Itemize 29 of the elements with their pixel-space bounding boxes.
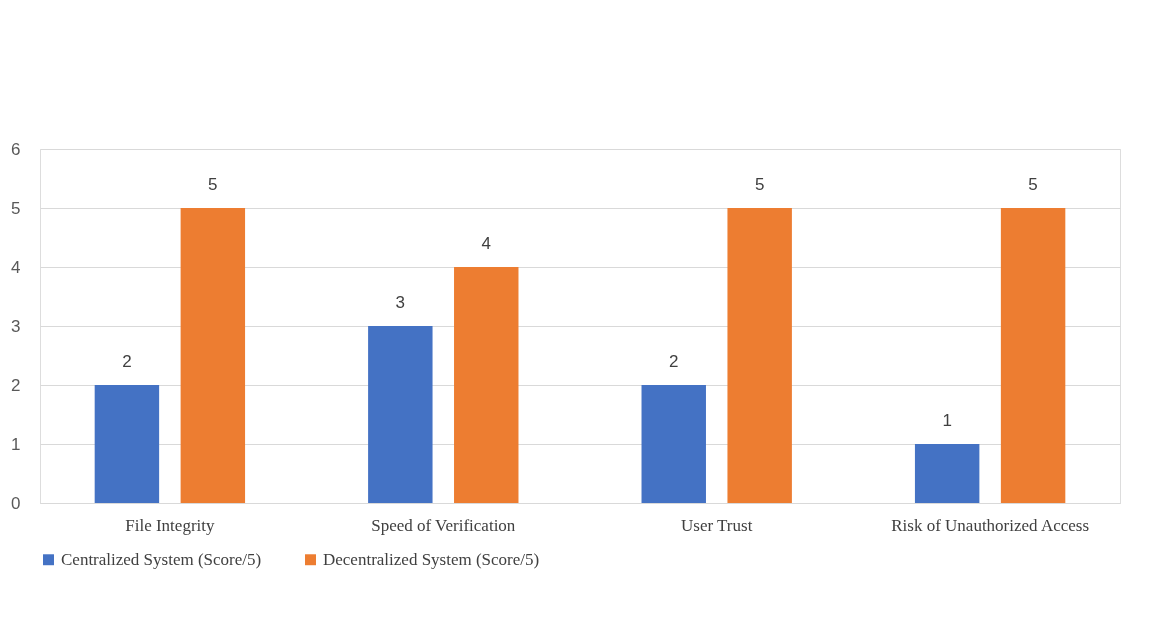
- data-label: 1: [942, 411, 952, 430]
- data-label: 3: [395, 293, 406, 312]
- data-label: 4: [481, 234, 491, 253]
- legend-label: Decentralized System (Score/5): [323, 549, 540, 569]
- data-label: 2: [669, 352, 679, 371]
- bar: [641, 385, 706, 503]
- data-label: 5: [754, 175, 765, 194]
- data-label: 5: [1028, 175, 1038, 194]
- bar: [727, 208, 792, 503]
- y-tick-label: 1: [11, 434, 21, 454]
- y-tick-label: 6: [11, 139, 21, 159]
- x-tick-label: Speed of Verification: [371, 515, 516, 535]
- x-tick-label: File Integrity: [125, 515, 215, 535]
- y-tick-label: 0: [11, 493, 21, 513]
- y-tick-label: 4: [11, 257, 21, 277]
- y-tick-label: 3: [11, 316, 21, 336]
- y-tick-label: 2: [11, 375, 21, 395]
- legend-label: Centralized System (Score/5): [61, 549, 262, 569]
- data-label: 5: [208, 175, 218, 194]
- bar: [914, 444, 980, 503]
- bar: [180, 208, 246, 503]
- bar: [1000, 208, 1066, 503]
- bar: [94, 385, 160, 503]
- x-tick-label: Risk of Unauthorized Access: [891, 515, 1090, 535]
- x-tick-label: User Trust: [681, 515, 753, 535]
- data-label: 2: [122, 352, 132, 371]
- bar: [454, 267, 519, 503]
- y-tick-label: 5: [11, 198, 21, 218]
- bar: [368, 326, 433, 503]
